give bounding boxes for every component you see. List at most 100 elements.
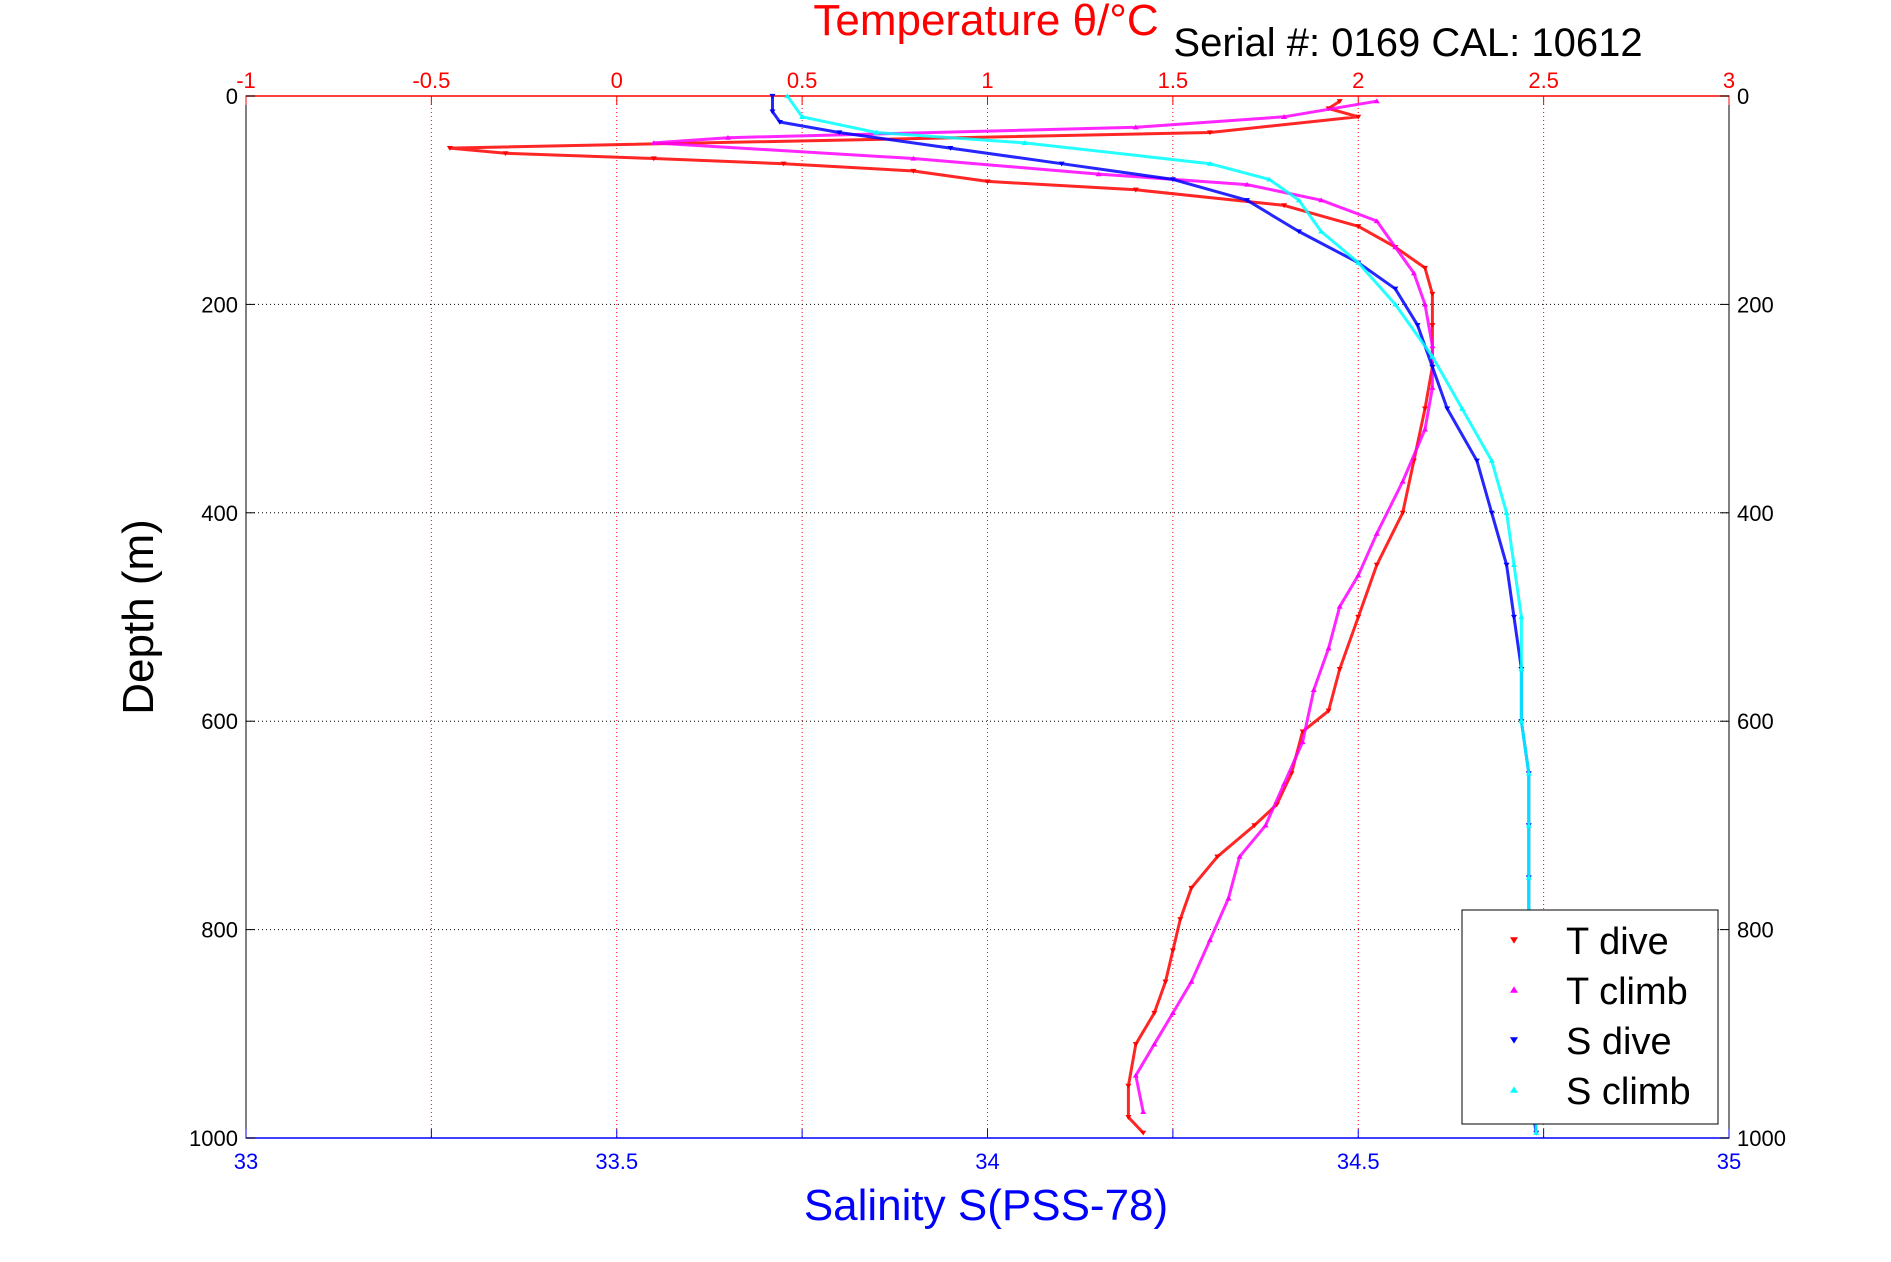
data-point-s-dive: [1488, 510, 1495, 516]
data-point-s-climb: [799, 114, 806, 119]
data-point-t-climb: [1373, 530, 1380, 536]
data-point-s-climb: [1503, 510, 1510, 515]
data-point-s-climb: [1392, 301, 1399, 307]
data-point-t-climb: [1373, 98, 1380, 104]
data-point-t-dive: [1421, 265, 1428, 271]
data-point-s-climb: [1355, 260, 1362, 265]
data-point-t-dive: [910, 168, 917, 174]
data-point-t-climb: [1188, 979, 1195, 984]
data-point-t-climb: [1262, 822, 1269, 828]
data-point-s-dive: [769, 109, 776, 115]
data-point-t-climb: [1095, 171, 1102, 177]
legend-label-s-climb: S climb: [1566, 1071, 1691, 1113]
data-point-s-dive: [1169, 177, 1176, 183]
data-point-t-dive: [1125, 1083, 1132, 1089]
data-point-s-dive: [1510, 614, 1517, 620]
data-point-t-climb: [1140, 1109, 1147, 1115]
data-point-t-climb: [1336, 603, 1343, 609]
legend-marker-t-dive: [1510, 937, 1518, 944]
data-point-t-climb: [1132, 124, 1139, 130]
data-point-t-dive: [650, 156, 657, 162]
data-point-t-dive: [1399, 510, 1406, 516]
left-tick-label: 800: [201, 918, 238, 943]
top-tick-label: 0: [611, 68, 623, 93]
top-tick-label: 2.5: [1528, 68, 1559, 93]
top-tick-label: 0.5: [787, 68, 818, 93]
data-point-t-dive: [1336, 99, 1343, 104]
data-point-s-climb: [784, 93, 791, 99]
right-tick-label: 400: [1737, 501, 1774, 526]
data-point-s-climb: [1021, 140, 1028, 145]
y-axis-title: Depth (m): [114, 519, 163, 715]
top-tick-label: -0.5: [412, 68, 450, 93]
legend-marker-s-dive: [1510, 1037, 1518, 1044]
legend-box: [1461, 909, 1719, 1125]
data-point-s-climb: [1459, 405, 1466, 411]
data-point-s-climb: [1525, 822, 1532, 828]
top-tick-label: 3: [1723, 68, 1735, 93]
legend-label-t-climb: T climb: [1566, 971, 1688, 1013]
data-point-s-climb: [1318, 228, 1325, 234]
data-point-t-climb: [1299, 739, 1306, 745]
data-point-s-climb: [1518, 718, 1525, 724]
data-point-s-climb: [1525, 874, 1532, 880]
data-point-s-dive: [1503, 562, 1510, 568]
legend: T dive T climb S dive S climb: [1461, 909, 1719, 1125]
data-point-s-climb: [1266, 176, 1273, 182]
data-point-t-dive: [1336, 667, 1343, 672]
left-tick-label: 1000: [189, 1126, 238, 1151]
data-point-t-climb: [1410, 270, 1417, 276]
left-tick-label: 0: [226, 84, 238, 109]
data-point-s-climb: [1533, 1130, 1540, 1135]
bottom-tick-label: 34.5: [1337, 1149, 1380, 1174]
data-point-s-climb: [1525, 770, 1532, 776]
data-point-t-dive: [1140, 1130, 1147, 1136]
right-tick-label: 0: [1737, 84, 1749, 109]
data-point-t-climb: [1318, 197, 1325, 203]
data-point-t-climb: [1392, 244, 1399, 250]
data-point-t-dive: [1125, 1115, 1132, 1120]
top-axis-title: Temperature θ/°C: [813, 0, 1158, 45]
data-point-s-dive: [947, 146, 954, 151]
data-point-t-dive: [1151, 1010, 1158, 1016]
data-point-t-dive: [1325, 708, 1332, 714]
data-point-s-dive: [1429, 364, 1436, 370]
left-tick-label: 600: [201, 709, 238, 734]
chart-subtitle: Serial #: 0169 CAL: 10612: [1173, 21, 1642, 65]
data-point-t-climb: [1132, 1072, 1139, 1078]
data-point-s-climb: [1488, 458, 1495, 463]
right-tick-label: 200: [1737, 292, 1774, 317]
data-point-s-dive: [769, 93, 776, 99]
data-point-s-climb: [1510, 562, 1517, 567]
data-point-t-climb: [910, 155, 917, 161]
data-point-t-climb: [1151, 1041, 1158, 1047]
data-point-t-dive: [1373, 562, 1380, 568]
bottom-axis-title: Salinity S(PSS-78): [804, 1181, 1168, 1230]
data-point-t-dive: [1162, 979, 1169, 985]
data-point-s-climb: [1518, 614, 1525, 620]
right-tick-label: 600: [1737, 709, 1774, 734]
data-point-t-dive: [1421, 406, 1428, 412]
data-point-s-dive: [1058, 161, 1065, 167]
top-tick-label: 2: [1352, 68, 1364, 93]
left-tick-label: 200: [201, 292, 238, 317]
data-point-t-dive: [1132, 187, 1139, 193]
data-point-t-dive: [1251, 823, 1258, 829]
data-point-t-climb: [1236, 853, 1243, 859]
data-point-s-dive: [836, 130, 843, 136]
data-point-t-climb: [1399, 478, 1406, 484]
data-point-t-dive: [1214, 854, 1221, 860]
data-point-t-dive: [1355, 114, 1362, 120]
data-point-s-dive: [1244, 198, 1251, 203]
legend-label-t-dive: T dive: [1566, 921, 1669, 963]
legend-marker-t-climb: [1510, 986, 1518, 993]
data-point-t-climb: [1225, 895, 1232, 901]
bottom-tick-label: 35: [1717, 1149, 1741, 1174]
legend-label-s-dive: S dive: [1566, 1021, 1672, 1063]
data-point-s-climb: [873, 129, 880, 135]
data-point-s-climb: [1206, 161, 1213, 166]
data-point-s-dive: [1295, 229, 1302, 235]
bottom-tick-label: 33.5: [595, 1149, 638, 1174]
top-tick-label: 1: [981, 68, 993, 93]
